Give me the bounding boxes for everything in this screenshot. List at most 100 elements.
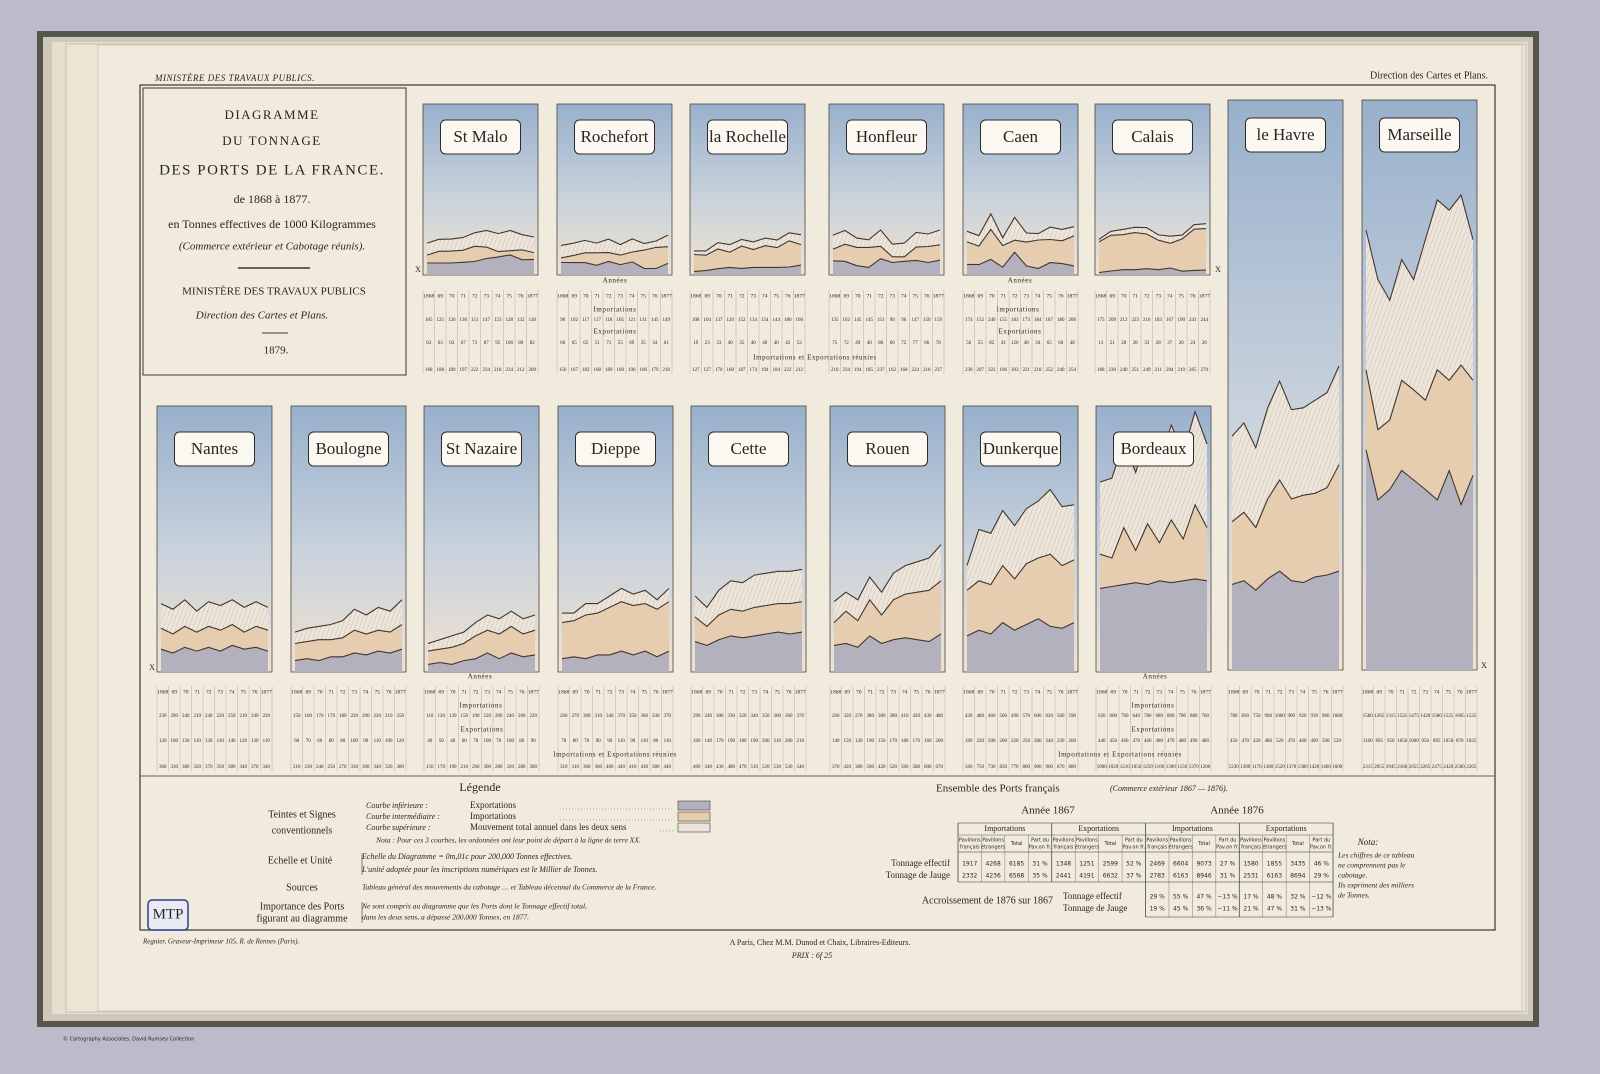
value-label: 400 [693,765,701,770]
line [562,587,670,614]
value-label: 1420 [1309,765,1320,770]
legend-position: Courbe intermédiaire : [366,812,440,821]
year-label: 70 [989,293,995,299]
value-label: 430 [641,765,649,770]
line [294,624,403,645]
area-fill [561,261,668,275]
value-label: 300 [878,714,886,719]
summary-title: Ensemble des Ports français [936,783,1060,795]
value-label: 95 [495,341,501,346]
value-label: 78 [936,341,942,346]
value-label: 75 [832,341,838,346]
value-label: 127 [692,368,700,373]
value-label: 211 [1155,368,1163,373]
value-label: 470 [1288,739,1296,744]
table-column: étrangers [1262,844,1287,851]
value-label: 67 [461,341,467,346]
row-label: Tonnage de Jauge [1063,903,1127,913]
value-label: 244 [1201,318,1209,323]
value-label: 40 [751,341,757,346]
value-label: 50 [439,739,445,744]
value-label: 140 [705,739,713,744]
value-label: 180 [1057,318,1065,323]
row-label: Accroissement de 1876 sur 1867 [922,895,1053,906]
line [1365,449,1474,507]
year-label: 71 [595,293,601,299]
value-label: 49 [855,341,861,346]
year-label: 75 [914,689,920,695]
legend-section: Echelle et Unité [268,855,333,866]
value-label: 1000 [1097,765,1108,770]
value-label: 210 [663,368,671,373]
value-label: 100 [507,739,515,744]
value-label: 28 [1121,341,1127,346]
value-label: 33 [716,341,722,346]
table-column: français [1054,845,1074,851]
year-label: 73 [618,293,624,299]
value-label: 420 [1253,739,1261,744]
title-line: DES PORTS DE LA FRANCE. [159,162,385,178]
value-label: 2475 [1432,765,1443,770]
value-label: 730 [988,765,996,770]
value-label: 180 [784,318,792,323]
value-label: 360 [785,714,793,719]
line [833,633,942,648]
value-label: 144 [773,318,781,323]
value-label: 63 [438,341,444,346]
value-label: 350 [629,714,637,719]
value-label: 241 [1189,318,1197,323]
value-label: 580 [913,765,921,770]
row-label: Tonnage de Jauge [886,870,950,880]
value-label: 170 [316,714,324,719]
value-label: 570 [1023,714,1031,719]
value-label: 55 [978,341,984,346]
row-label: Années [468,673,493,681]
value-label: 310 [595,714,603,719]
year-label: 1877 [395,689,406,695]
year-label: 74 [495,293,501,299]
year-label: 69 [1110,293,1116,299]
value-label: 90 [596,739,602,744]
value-label: 300 [362,765,370,770]
value-label: 770 [1011,765,1019,770]
value-label: 77 [913,341,919,346]
value-label: 72 [844,341,850,346]
value-label: 152 [977,318,985,323]
value-label: 150 [878,739,886,744]
value-label: 500 [867,765,875,770]
value-label: 118 [529,318,537,323]
value-label: 34 [1035,341,1041,346]
value-label: 600 [1034,714,1042,719]
value-label: 240 [988,318,996,323]
value-label: 210 [797,739,805,744]
value-label: 135 [831,318,839,323]
value-label: 90 [607,739,613,744]
value-label: 830 [1242,714,1250,719]
value-label: 145 [854,318,862,323]
value-label: 1230 [1229,765,1240,770]
value-label: 310 [572,765,580,770]
value-label: 108 [692,318,700,323]
value-label: 118 [605,318,613,323]
value-label: 110 [641,739,649,744]
row-label: Importations [1132,702,1175,710]
row-label: Importations et Exportations réunies [753,354,877,362]
year-label: 74 [496,689,502,695]
value-label: 1380 [1298,765,1309,770]
value-label: 620 [1098,714,1106,719]
year-label: 1868 [691,689,702,695]
year-label: 76 [252,689,258,695]
value-label: 930 [1311,714,1319,719]
value-label: 147 [483,318,491,323]
value-label: 322 [988,368,996,373]
value-label: 1100 [1154,765,1164,770]
year-label: 1868 [1095,293,1106,299]
value-label: 1315 [1386,714,1397,719]
value-label: 55 [618,341,624,346]
value-label: 179 [651,368,659,373]
value-label: 360 [159,765,167,770]
value-label: 920 [1299,714,1307,719]
area-fill [562,651,669,672]
line [966,228,1075,247]
value-label: 340 [263,765,271,770]
